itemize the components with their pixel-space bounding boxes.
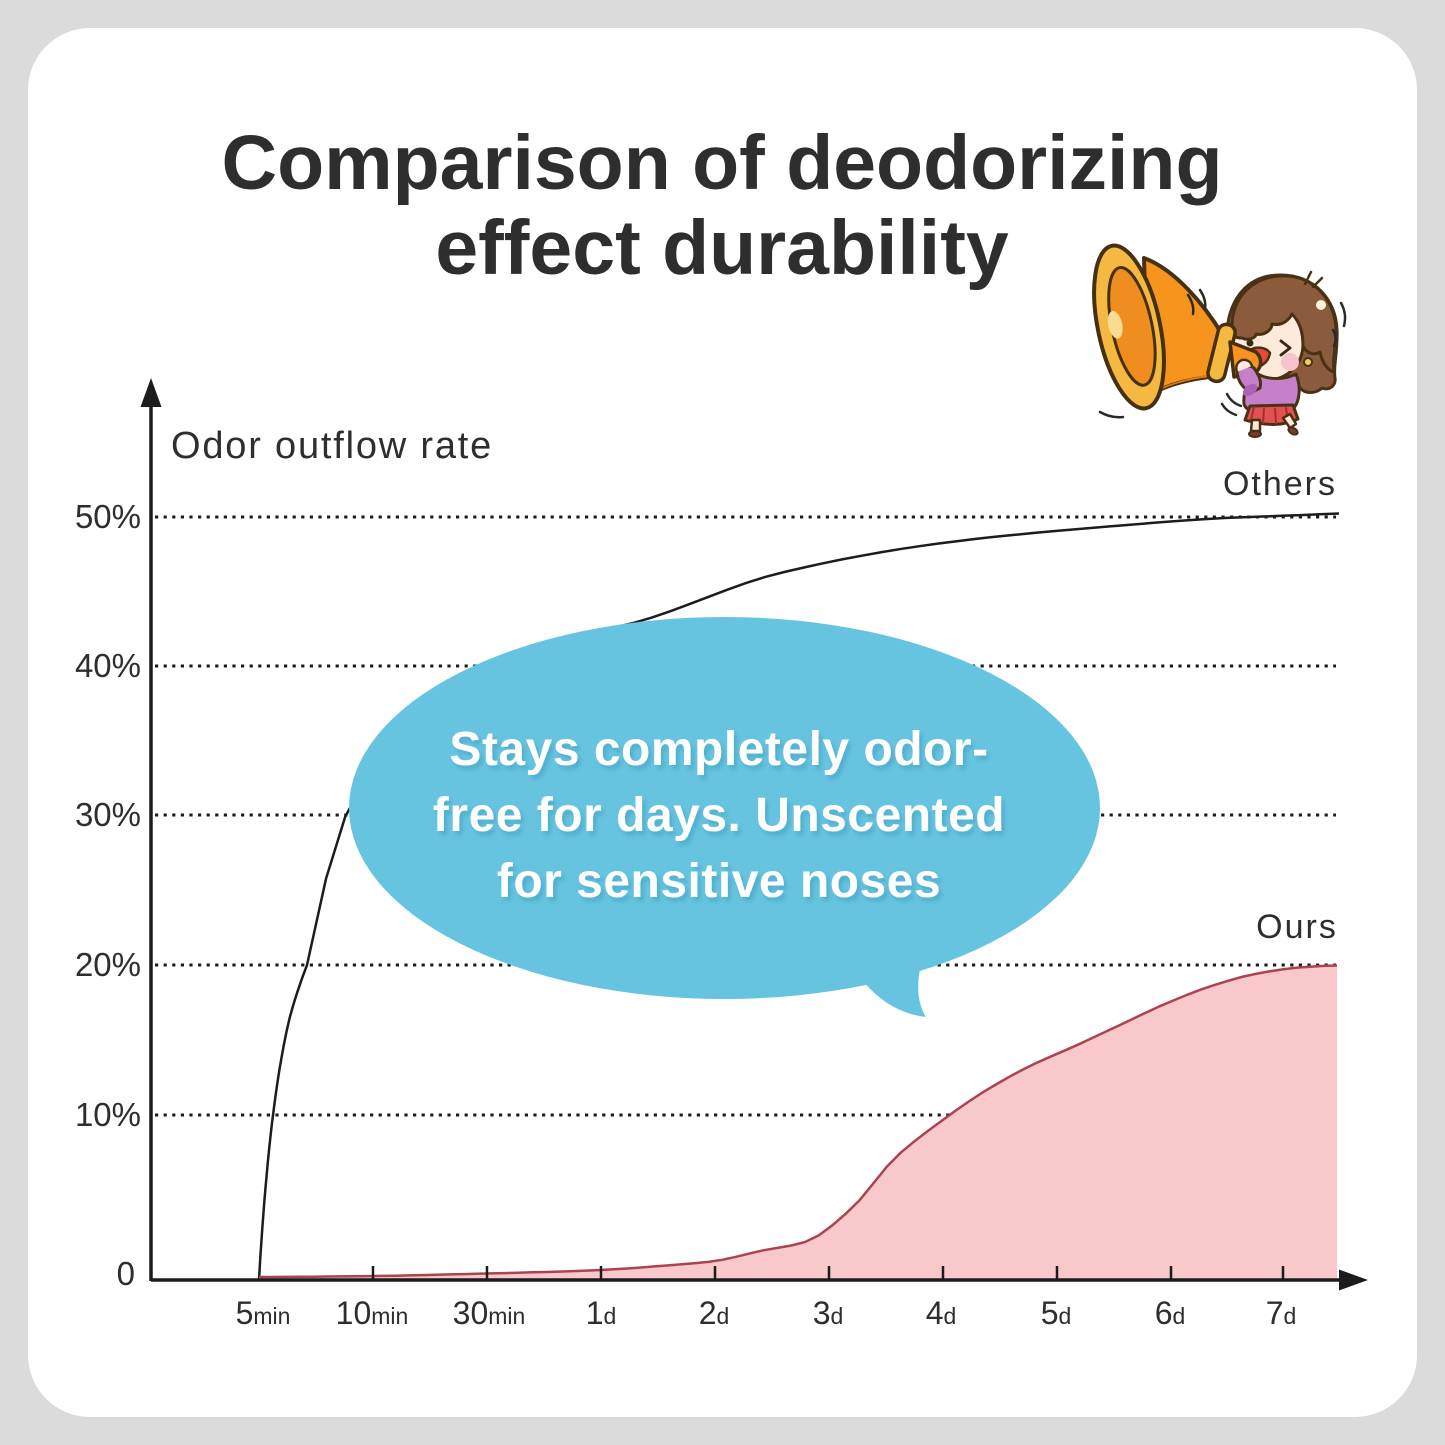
svg-text:for sensitive noses: for sensitive noses [497, 855, 941, 908]
svg-text:2d: 2d [699, 1295, 730, 1331]
svg-text:20%: 20% [75, 946, 141, 983]
svg-text:0: 0 [117, 1255, 135, 1292]
svg-text:1d: 1d [586, 1295, 617, 1331]
svg-text:5d: 5d [1041, 1295, 1072, 1331]
svg-text:10min: 10min [336, 1295, 409, 1331]
svg-text:50%: 50% [75, 498, 141, 535]
svg-text:effect durability: effect durability [435, 205, 1009, 291]
svg-text:for sensitive noses: for sensitive noses [500, 859, 944, 912]
svg-text:4d: 4d [926, 1295, 957, 1331]
svg-text:3d: 3d [813, 1295, 844, 1331]
svg-text:Comparison of deodorizing: Comparison of deodorizing [222, 120, 1223, 206]
svg-text:30%: 30% [75, 796, 141, 833]
svg-text:Stays completely odor-: Stays completely odor- [449, 723, 988, 776]
svg-text:7d: 7d [1266, 1295, 1297, 1331]
svg-text:Ours: Ours [1256, 908, 1338, 946]
svg-text:6d: 6d [1155, 1295, 1186, 1331]
svg-text:Stays completely odor-: Stays completely odor- [452, 727, 991, 780]
svg-text:5min: 5min [236, 1295, 291, 1331]
svg-text:40%: 40% [75, 647, 141, 684]
svg-text:Odor outflow rate: Odor outflow rate [171, 425, 493, 467]
svg-text:free for days. Unscented: free for days. Unscented [436, 793, 1008, 846]
svg-text:10%: 10% [75, 1096, 141, 1133]
svg-text:30min: 30min [453, 1295, 526, 1331]
svg-text:free for days. Unscented: free for days. Unscented [433, 789, 1005, 842]
svg-text:Others: Others [1223, 465, 1337, 503]
